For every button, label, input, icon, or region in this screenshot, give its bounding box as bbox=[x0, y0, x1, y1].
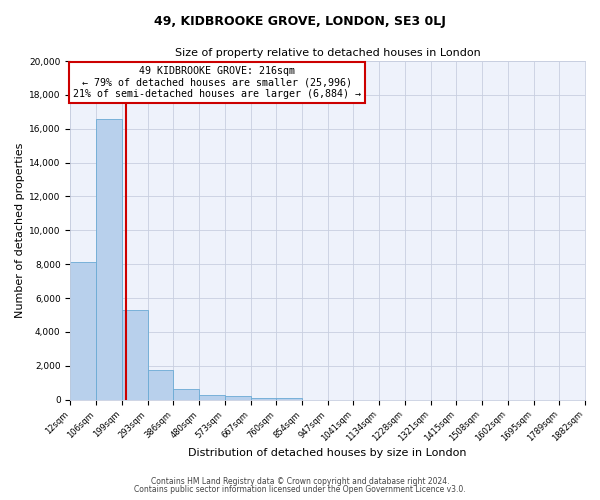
Bar bbox=[199, 394, 225, 400]
Y-axis label: Number of detached properties: Number of detached properties bbox=[15, 142, 25, 318]
Bar bbox=[251, 398, 276, 400]
Title: Size of property relative to detached houses in London: Size of property relative to detached ho… bbox=[175, 48, 481, 58]
Bar bbox=[70, 262, 96, 400]
Text: Contains public sector information licensed under the Open Government Licence v3: Contains public sector information licen… bbox=[134, 485, 466, 494]
Bar bbox=[276, 398, 302, 400]
Text: 49, KIDBROOKE GROVE, LONDON, SE3 0LJ: 49, KIDBROOKE GROVE, LONDON, SE3 0LJ bbox=[154, 15, 446, 28]
Bar bbox=[148, 370, 173, 400]
Text: 49 KIDBROOKE GROVE: 216sqm
← 79% of detached houses are smaller (25,996)
21% of : 49 KIDBROOKE GROVE: 216sqm ← 79% of deta… bbox=[73, 66, 361, 100]
Bar bbox=[173, 388, 199, 400]
X-axis label: Distribution of detached houses by size in London: Distribution of detached houses by size … bbox=[188, 448, 467, 458]
Bar bbox=[122, 310, 148, 400]
Bar bbox=[96, 118, 122, 400]
Bar bbox=[225, 396, 251, 400]
Text: Contains HM Land Registry data © Crown copyright and database right 2024.: Contains HM Land Registry data © Crown c… bbox=[151, 476, 449, 486]
